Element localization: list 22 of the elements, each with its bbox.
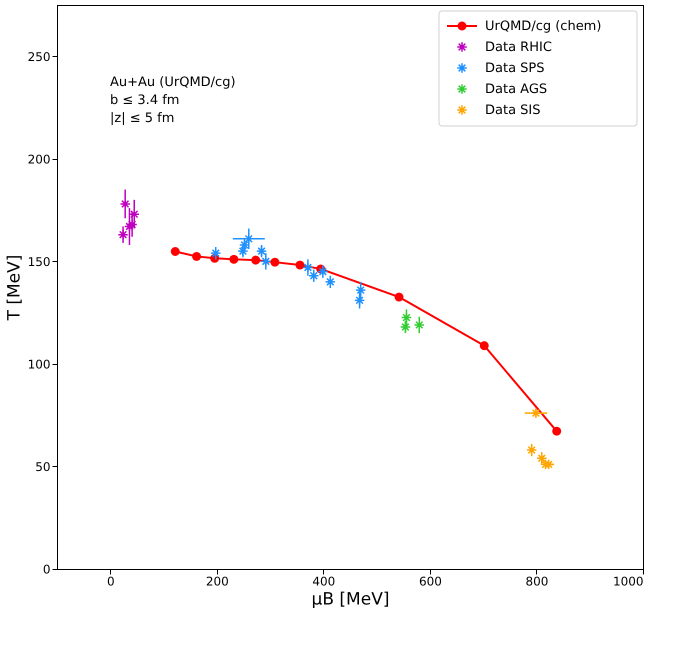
legend-label: Data SIS: [485, 103, 541, 118]
x-tick-label: 200: [206, 574, 229, 588]
y-tick-label: 200: [28, 152, 50, 166]
legend-label: Data RHIC: [485, 40, 552, 55]
y-tick-label: 100: [28, 357, 50, 372]
y-tick-label: 0: [42, 562, 50, 576]
x-tick-label: 400: [312, 574, 336, 588]
y-tick-label: 150: [28, 254, 50, 269]
legend-label: Data SPS: [485, 61, 545, 76]
x-tick-label: 800: [526, 574, 548, 588]
legend-label: Data AGS: [485, 82, 548, 97]
y-tick-label: 250: [28, 50, 50, 64]
y-axis-title: T [MeV]: [4, 254, 25, 322]
annotation: b ≤ 3.4 fm: [110, 93, 180, 108]
y-tick-label: 50: [35, 460, 50, 474]
annotation: Au+Au (UrQMD/cg): [110, 75, 236, 90]
x-tick-label: 0: [106, 574, 115, 588]
x-tick-label: 600: [418, 574, 442, 588]
legend-label: UrQMD/cg (chem): [485, 19, 602, 34]
annotation: |z| ≤ 5 fm: [110, 111, 174, 126]
x-axis-title: μB [MeV]: [312, 590, 390, 610]
x-tick-label: 1000: [612, 574, 644, 588]
